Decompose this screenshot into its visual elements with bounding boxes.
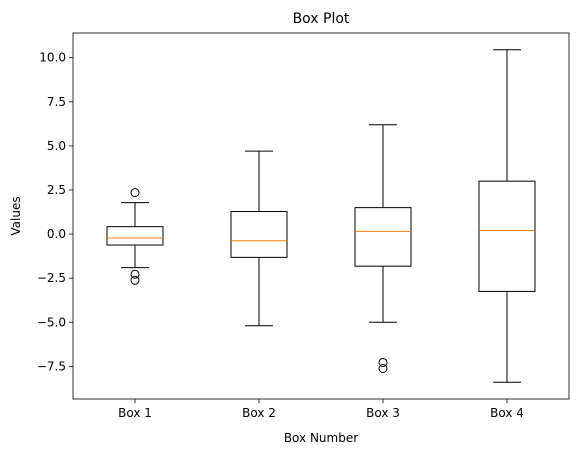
- plot-area: [72, 32, 570, 400]
- outlier-point: [378, 357, 388, 367]
- y-tick-label: 5.0: [47, 139, 66, 153]
- box-2: [230, 150, 288, 327]
- x-axis-label: Box Number: [284, 431, 358, 445]
- outlier-point: [130, 188, 140, 198]
- x-tick-label: Box 4: [490, 406, 524, 420]
- box-4: [478, 49, 536, 383]
- outlier-point: [130, 275, 140, 285]
- outlier-point: [130, 269, 140, 279]
- y-tick-label: 0.0: [47, 227, 66, 241]
- chart-title: Box Plot: [293, 11, 350, 27]
- y-axis-label: Values: [9, 196, 23, 235]
- x-axis: Box 1 Box 2 Box 3 Box 4: [118, 399, 524, 420]
- y-tick-label: −5.0: [37, 315, 66, 329]
- outlier-point: [378, 363, 388, 373]
- box-iqr: [354, 207, 412, 267]
- box-3: [354, 124, 412, 373]
- y-tick-label: −7.5: [37, 359, 66, 373]
- box-iqr: [230, 211, 288, 258]
- box-1: [106, 188, 164, 285]
- x-tick-label: Box 3: [366, 406, 400, 420]
- y-tick-label: 10.0: [39, 51, 66, 65]
- box-iqr: [478, 180, 536, 292]
- box-iqr: [106, 226, 164, 246]
- y-tick-label: 7.5: [47, 95, 66, 109]
- y-axis: −7.5 −5.0 −2.5 0.0 2.5 5.0 7.5 10.0: [37, 51, 73, 373]
- axes-frame: [72, 32, 570, 400]
- y-tick-label: 2.5: [47, 183, 66, 197]
- y-tick-label: −2.5: [37, 271, 66, 285]
- x-tick-label: Box 2: [242, 406, 276, 420]
- x-tick-label: Box 1: [118, 406, 152, 420]
